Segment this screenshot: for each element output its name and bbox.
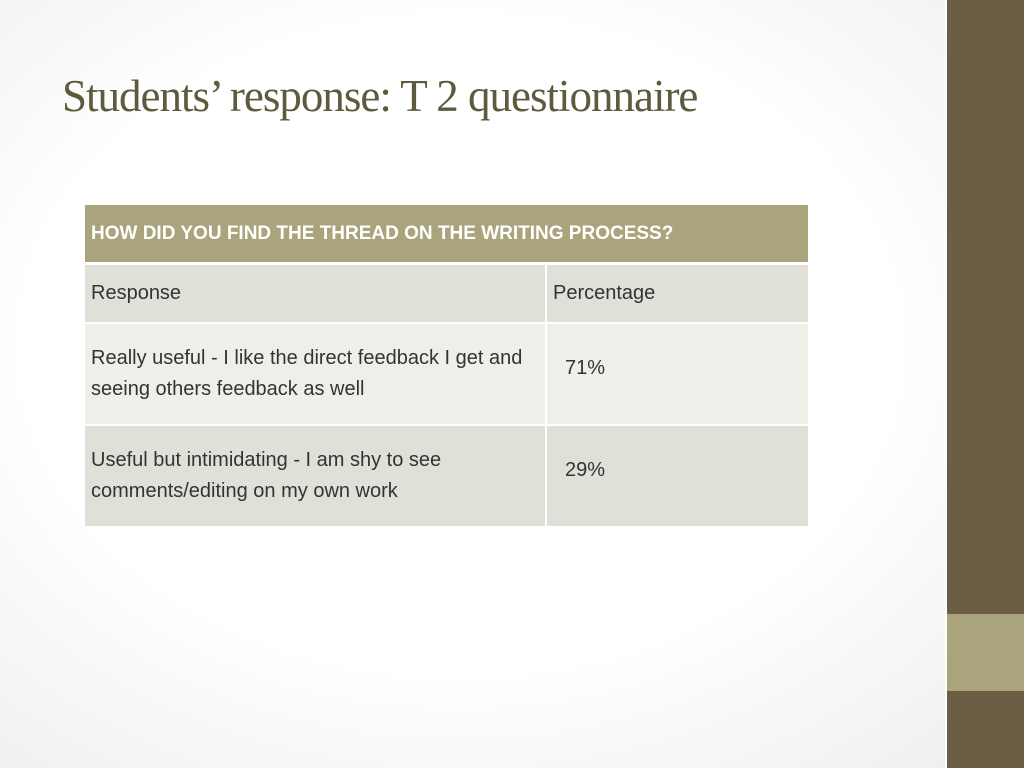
response-cell: Really useful - I like the direct feedba… [85,324,547,426]
table-row: Useful but intimidating - I am shy to se… [85,426,810,528]
sidebar-accent-block [947,614,1024,691]
response-cell: Useful but intimidating - I am shy to se… [85,426,547,528]
percentage-value: 29% [565,458,606,481]
percentage-value: 71% [565,356,606,379]
percentage-cell: 71% [547,324,810,426]
table-row: Really useful - I like the direct feedba… [85,324,810,426]
question-header: HOW DID YOU FIND THE THREAD ON THE WRITI… [85,205,810,265]
column-header-percentage: Percentage [547,265,810,324]
column-header-row: Response Percentage [85,265,810,324]
percentage-cell: 29% [547,426,810,528]
sidebar-edge-line [945,0,947,768]
table-header-row: HOW DID YOU FIND THE THREAD ON THE WRITI… [85,205,810,265]
survey-table: HOW DID YOU FIND THE THREAD ON THE WRITI… [85,205,810,528]
slide-title: Students’ response: T 2 questionnaire [62,71,698,121]
column-header-response: Response [85,265,547,324]
